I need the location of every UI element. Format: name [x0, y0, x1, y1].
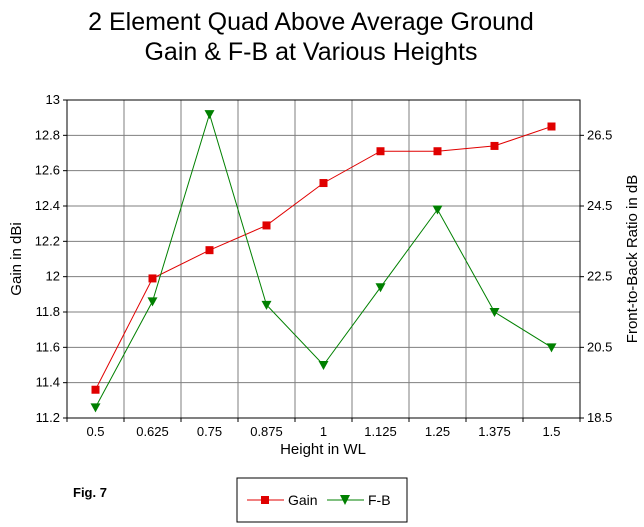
legend-gain-marker	[261, 496, 269, 504]
series-line-gain	[95, 126, 552, 390]
y-right-tick-label: 24.5	[587, 198, 612, 213]
data-point-f-b	[489, 308, 500, 317]
x-tick-label: 1.5	[542, 424, 560, 439]
x-tick-label: 0.5	[86, 424, 104, 439]
y-left-tick-label: 12	[46, 269, 60, 284]
y-right-tick-label: 18.5	[587, 410, 612, 425]
data-point-f-b	[375, 283, 386, 293]
data-point-gain	[148, 274, 157, 283]
y-left-tick-label: 11.2	[36, 410, 60, 425]
data-point-f-b	[261, 300, 272, 310]
x-tick-label: 0.75	[197, 424, 222, 439]
x-tick-label: 0.875	[250, 424, 283, 439]
data-point-f-b	[318, 361, 329, 370]
y-left-tick-label: 12.6	[35, 163, 60, 178]
data-point-f-b	[147, 297, 158, 307]
data-point-gain	[547, 122, 556, 131]
y-axis-left-label: Gain in dBi	[8, 222, 25, 295]
x-tick-label: 1	[320, 424, 327, 439]
data-point-gain	[262, 221, 271, 230]
y-left-tick-label: 12.4	[35, 198, 60, 213]
x-tick-label: 1.25	[425, 424, 450, 439]
chart-title-line-2: Gain & F-B at Various Heights	[144, 38, 477, 66]
y-right-tick-label: 26.5	[587, 127, 612, 142]
x-tick-label: 1.375	[478, 424, 511, 439]
data-point-f-b	[90, 403, 101, 413]
data-point-gain	[91, 385, 100, 394]
series-markers	[90, 110, 557, 413]
y-left-tick-label: 11.8	[36, 304, 60, 319]
data-point-gain	[433, 147, 442, 156]
data-point-gain	[490, 141, 499, 150]
x-tick-label: 1.125	[364, 424, 397, 439]
data-point-f-b	[546, 343, 557, 353]
y-left-tick-label: 13	[46, 92, 60, 107]
data-point-gain	[319, 179, 328, 188]
tick-labels: 11.2 11.4 11.6 11.8 12 12.2 12.4 12.6 12.8 13 0.5 0…	[35, 92, 613, 439]
figure-label: Fig. 7	[73, 485, 107, 500]
legend: Gain F-B	[236, 477, 408, 523]
x-tick-label: 0.625	[136, 424, 169, 439]
data-point-gain	[205, 246, 214, 255]
data-point-f-b	[204, 110, 215, 120]
plot-area-frame	[66, 99, 581, 419]
chart-title-line-1: 2 Element Quad Above Average Ground	[88, 8, 534, 36]
legend-gain-label: Gain	[288, 492, 318, 508]
y-right-tick-label: 20.5	[587, 339, 612, 354]
x-axis-label: Height in WL	[280, 441, 366, 458]
data-point-gain	[376, 147, 385, 156]
y-right-tick-label: 22.5	[587, 269, 612, 284]
y-left-tick-label: 11.6	[36, 339, 60, 354]
y-left-tick-label: 11.4	[36, 375, 60, 390]
data-point-f-b	[432, 205, 443, 215]
grid	[67, 99, 580, 419]
y-axis-right-label: Front-to-Back Ratio in dB	[624, 175, 641, 343]
legend-fb-label: F-B	[368, 492, 391, 508]
legend-fb-marker	[340, 495, 350, 505]
y-left-tick-label: 12.8	[35, 127, 60, 142]
y-left-tick-label: 12.2	[35, 233, 60, 248]
